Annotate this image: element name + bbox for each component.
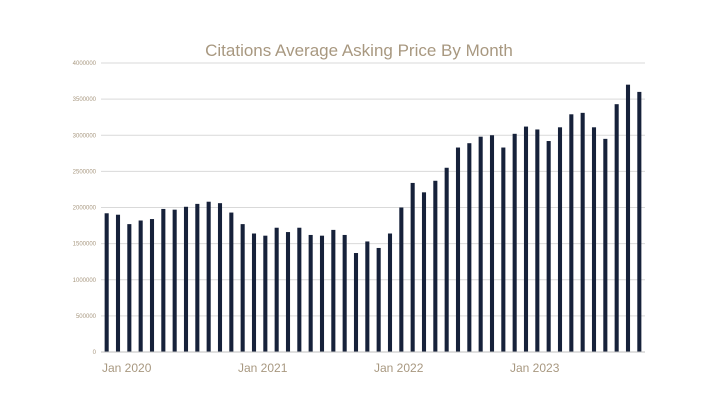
y-tick-label: 3000000 <box>73 133 97 139</box>
x-tick-label: Jan 2023 <box>510 361 560 375</box>
bar <box>603 138 608 352</box>
x-tick-label: Jan 2020 <box>102 361 152 375</box>
y-axis-ticks: 0 500000 1000000 1500000 2000000 2500000 30000… <box>73 61 97 356</box>
bar <box>489 135 495 352</box>
bar <box>138 220 143 352</box>
bar <box>342 234 347 352</box>
y-tick-label: 0 <box>93 350 97 356</box>
y-tick-label: 1000000 <box>73 278 97 284</box>
bar <box>297 227 302 352</box>
bar <box>149 219 155 352</box>
y-tick-label: 3500000 <box>73 97 97 103</box>
bar <box>467 143 472 352</box>
bar <box>580 112 585 352</box>
bar <box>546 141 551 352</box>
bar <box>127 224 132 352</box>
bar <box>308 234 313 352</box>
bar <box>501 147 506 352</box>
bar <box>433 180 438 352</box>
bar <box>557 127 563 353</box>
y-tick-label: 4000000 <box>73 61 97 67</box>
bar <box>263 235 268 352</box>
bar <box>331 229 336 352</box>
bar <box>115 214 121 352</box>
bar-series <box>104 84 642 353</box>
x-tick-label: Jan 2021 <box>238 361 288 375</box>
bar <box>591 127 597 353</box>
bar <box>274 227 279 352</box>
y-tick-label: 1500000 <box>73 242 97 248</box>
bar <box>161 208 166 352</box>
bar <box>512 133 517 352</box>
bar <box>285 232 291 352</box>
bar <box>240 224 245 352</box>
bar <box>365 241 370 352</box>
gridlines <box>101 62 645 317</box>
bar <box>523 126 529 352</box>
bar <box>195 203 200 352</box>
bar <box>229 212 234 352</box>
bar <box>569 114 574 352</box>
y-tick-label: 2500000 <box>73 169 97 175</box>
bar <box>251 233 257 352</box>
bar <box>387 233 393 352</box>
bar <box>535 129 540 352</box>
bar <box>421 192 427 352</box>
bar <box>104 213 109 352</box>
bar <box>637 91 642 353</box>
bar <box>206 201 211 352</box>
chart-title: Citations Average Asking Price By Month <box>205 41 513 60</box>
bar <box>172 209 177 352</box>
x-tick-label: Jan 2022 <box>374 361 424 375</box>
bar <box>217 203 223 352</box>
bar <box>410 182 415 352</box>
bar <box>319 235 325 352</box>
bar <box>478 136 483 352</box>
bar <box>376 247 381 352</box>
bar <box>444 167 449 352</box>
y-tick-label: 500000 <box>76 314 97 320</box>
bar <box>183 206 189 352</box>
bar <box>455 147 461 352</box>
y-tick-label: 2000000 <box>73 206 97 212</box>
bar <box>625 84 631 353</box>
x-axis-ticks: Jan 2020 Jan 2021 Jan 2022 Jan 2023 <box>102 361 560 375</box>
bar <box>614 104 619 353</box>
bar <box>399 207 404 352</box>
bar <box>353 253 359 352</box>
